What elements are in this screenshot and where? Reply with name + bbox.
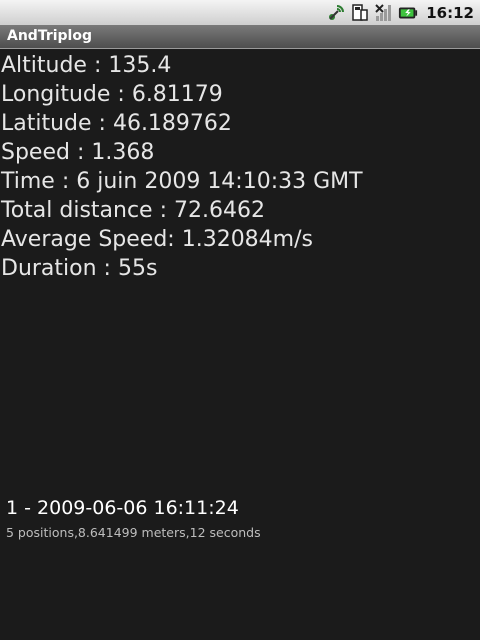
longitude-text: Longitude : 6.81179	[1, 82, 223, 107]
trip-title: 1 - 2009-06-06 16:11:24	[6, 497, 239, 519]
status-time: 16:12	[426, 3, 474, 22]
app-title: AndTriplog	[7, 28, 92, 44]
battery-icon	[398, 3, 418, 23]
trip-list-item[interactable]: 1 - 2009-06-06 16:11:24 5 positions,8.64…	[0, 493, 480, 549]
duration-text: Duration : 55s	[1, 256, 158, 281]
trip-summary: 5 positions,8.641499 meters,12 seconds	[6, 525, 261, 540]
signal-icon	[374, 3, 394, 23]
sd-card-icon	[350, 3, 370, 23]
altitude-text: Altitude : 135.4	[1, 53, 172, 78]
time-text: Time : 6 juin 2009 14:10:33 GMT	[1, 169, 363, 194]
average-speed-text: Average Speed: 1.32084m/s	[1, 227, 313, 252]
gps-icon	[326, 3, 346, 23]
position-info: Altitude : 135.4 Longitude : 6.81179 Lat…	[1, 51, 363, 283]
speed-text: Speed : 1.368	[1, 140, 155, 165]
total-distance-text: Total distance : 72.6462	[1, 198, 265, 223]
latitude-text: Latitude : 46.189762	[1, 111, 232, 136]
status-bar: 16:12	[0, 0, 480, 25]
app-title-bar: AndTriplog	[0, 25, 480, 49]
